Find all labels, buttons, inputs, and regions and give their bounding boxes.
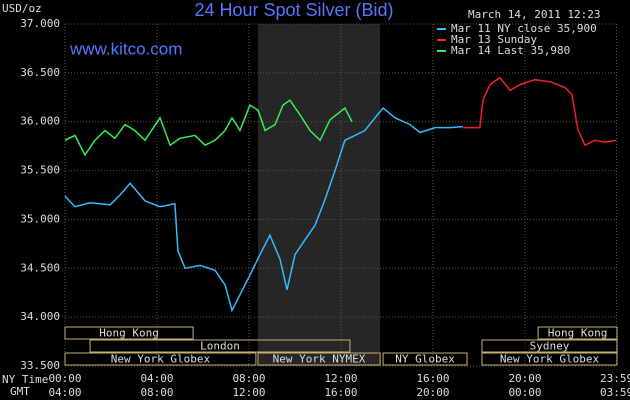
session-box [89, 339, 351, 353]
session-shade [257, 24, 381, 366]
y-tick-label: 37.000 [20, 17, 60, 30]
x-tick-label-gmt: 16:00 [324, 386, 357, 399]
session-label: New York Globex [500, 353, 600, 366]
session-box [481, 352, 618, 366]
legend-label: Mar 11 NY close 35,900 [451, 22, 597, 35]
x-tick-label: 12:00 [324, 372, 357, 385]
timestamp: March 14, 2011 12:23 [468, 8, 600, 21]
x-tick-label: 00:00 [48, 372, 81, 385]
x-tick-label-gmt: 12:00 [232, 386, 265, 399]
y-tick-label: 34.000 [20, 310, 60, 323]
x-tick-label-gmt: 20:00 [416, 386, 449, 399]
chart-title: 24 Hour Spot Silver (Bid) [194, 0, 393, 20]
session-box [257, 352, 381, 366]
y-tick-label: 34.500 [20, 261, 60, 274]
session-box [382, 352, 468, 366]
legend-label: Mar 13 Sunday [451, 33, 537, 46]
x-tick-label-gmt: 08:00 [140, 386, 173, 399]
grid-layer [64, 23, 618, 367]
x-row-label: GMT [10, 385, 30, 398]
session-box [64, 352, 257, 366]
x-tick-label-gmt: 04:00 [48, 386, 81, 399]
session-box [64, 326, 194, 340]
y-tick-label: 36.500 [20, 66, 60, 79]
x-tick-label: 04:00 [140, 372, 173, 385]
watermark: www.kitco.com [69, 39, 182, 58]
x-tick-label-gmt: 00:00 [508, 386, 541, 399]
x-row-label: NY Time [2, 373, 48, 386]
legend-label: Mar 14 Last 35,980 [451, 44, 570, 57]
session-label: Hong Kong [548, 327, 608, 340]
y-axis-label: USD/oz [2, 2, 42, 15]
x-tick-label: 16:00 [416, 372, 449, 385]
session-label: London [200, 340, 240, 353]
session-label: Hong Kong [99, 327, 159, 340]
y-tick-label: 35.500 [20, 164, 60, 177]
session-label: New York NYMEX [273, 353, 366, 366]
y-tick-label: 36.000 [20, 115, 60, 128]
session-label: NY Globex [395, 353, 455, 366]
series-line [64, 106, 463, 313]
x-tick-label-gmt: 03:59 [600, 386, 630, 399]
x-tick-label: 08:00 [232, 372, 265, 385]
x-tick-label: 20:00 [508, 372, 541, 385]
shading-layer [257, 24, 381, 366]
session-box [481, 339, 618, 353]
y-tick-label: 33.500 [20, 359, 60, 372]
session-label: New York Globex [111, 353, 211, 366]
y-tick-label: 35.000 [20, 212, 60, 225]
series-line [64, 99, 353, 157]
x-tick-label: 23:59 [600, 372, 630, 385]
session-box [537, 326, 618, 340]
series-line [462, 76, 617, 147]
session-label: Sydney [530, 340, 570, 353]
